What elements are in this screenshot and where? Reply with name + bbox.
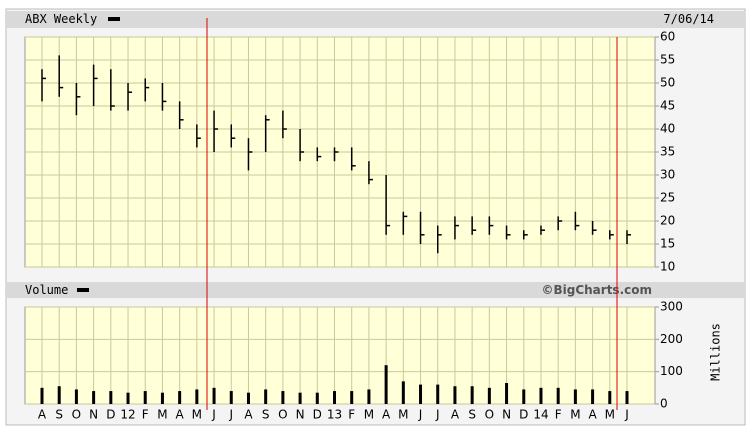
y-tick-label: 35 <box>660 145 675 159</box>
volume-bar <box>333 391 336 404</box>
y-tick-label: 30 <box>660 168 675 182</box>
volume-bar <box>195 389 199 404</box>
y-tick-label: 300 <box>660 300 683 314</box>
volume-bar <box>298 392 302 404</box>
x-tick-label: O <box>485 408 494 422</box>
volume-bar <box>178 391 182 404</box>
header-bar <box>7 11 744 28</box>
volume-bar <box>436 384 440 404</box>
volume-bar <box>143 391 147 404</box>
volume-bar <box>608 391 612 404</box>
volume-bar <box>453 386 457 404</box>
volume-bar <box>109 391 113 404</box>
volume-title: Volume <box>25 283 68 297</box>
y-tick-label: 45 <box>660 99 675 113</box>
volume-bar <box>57 386 61 404</box>
y-tick-label: 50 <box>660 76 675 90</box>
volume-bar <box>556 387 560 404</box>
volume-bar <box>522 389 526 404</box>
x-tick-label: N <box>296 408 305 422</box>
credit: ©BigCharts.com <box>541 283 652 297</box>
volume-bar <box>384 365 388 404</box>
x-tick-label: A <box>382 408 391 422</box>
volume-bar <box>315 392 319 404</box>
x-tick-label: J <box>228 408 233 422</box>
x-tick-label: D <box>519 408 528 422</box>
volume-header-bar <box>7 282 744 298</box>
x-tick-label: N <box>89 408 98 422</box>
x-tick-label: S <box>468 408 476 422</box>
x-tick-label: M <box>605 408 615 422</box>
x-tick-label: J <box>211 408 216 422</box>
x-tick-label: J <box>418 408 423 422</box>
chart-title: ABX Weekly <box>25 12 97 26</box>
x-tick-label: S <box>55 408 63 422</box>
x-tick-label: 13 <box>327 408 342 422</box>
y-tick-label: 20 <box>660 214 675 228</box>
x-tick-label: D <box>106 408 115 422</box>
volume-bar <box>419 384 423 404</box>
volume-bar <box>591 389 595 404</box>
volume-bar <box>539 387 543 404</box>
x-tick-label: A <box>244 408 253 422</box>
x-tick-label: M <box>192 408 202 422</box>
volume-bar <box>281 391 285 404</box>
x-tick-label: O <box>72 408 81 422</box>
y-tick-label: 55 <box>660 53 675 67</box>
x-tick-label: F <box>348 408 355 422</box>
x-tick-label: A <box>588 408 597 422</box>
volume-bar <box>350 391 354 404</box>
volume-bar <box>74 389 78 404</box>
y-tick-label: 25 <box>660 191 675 205</box>
volume-bar <box>401 381 405 404</box>
volume-bar <box>92 391 96 404</box>
volume-bar <box>264 389 268 404</box>
x-tick-label: 12 <box>120 408 135 422</box>
legend-swatch <box>108 17 120 21</box>
x-tick-label: A <box>38 408 47 422</box>
volume-bar <box>160 392 164 404</box>
volume-bar <box>229 391 233 404</box>
x-tick-label: J <box>624 408 629 422</box>
x-tick-label: A <box>176 408 185 422</box>
volume-plot <box>24 306 656 405</box>
y-tick-label: 10 <box>660 260 675 274</box>
volume-bar <box>573 389 577 404</box>
volume-bar <box>212 387 216 404</box>
y-tick-label: 40 <box>660 122 675 136</box>
x-tick-label: 14 <box>533 408 548 422</box>
x-tick-label: F <box>142 408 149 422</box>
volume-bar <box>246 392 250 404</box>
volume-bar <box>126 392 130 404</box>
legend-swatch <box>77 288 89 292</box>
y-axis-label: Millions <box>709 323 723 381</box>
volume-bar <box>470 386 474 404</box>
x-tick-label: M <box>364 408 374 422</box>
y-tick-label: 100 <box>660 364 683 378</box>
x-tick-label: S <box>262 408 270 422</box>
x-tick-label: J <box>435 408 440 422</box>
volume-bar <box>487 387 491 404</box>
x-tick-label: D <box>313 408 322 422</box>
volume-bar <box>505 382 509 404</box>
y-tick-label: 60 <box>660 30 675 44</box>
volume-bar <box>625 391 629 404</box>
x-tick-label: F <box>555 408 562 422</box>
y-tick-label: 0 <box>660 397 668 411</box>
volume-bar <box>40 387 44 404</box>
x-tick-label: M <box>157 408 167 422</box>
date-label: 7/06/14 <box>663 12 714 26</box>
x-tick-label: N <box>502 408 511 422</box>
x-tick-label: M <box>570 408 580 422</box>
x-tick-label: A <box>451 408 460 422</box>
x-tick-label: O <box>278 408 287 422</box>
x-tick-label: M <box>398 408 408 422</box>
y-tick-label: 15 <box>660 237 675 251</box>
volume-bar <box>367 389 371 404</box>
y-tick-label: 200 <box>660 332 683 346</box>
